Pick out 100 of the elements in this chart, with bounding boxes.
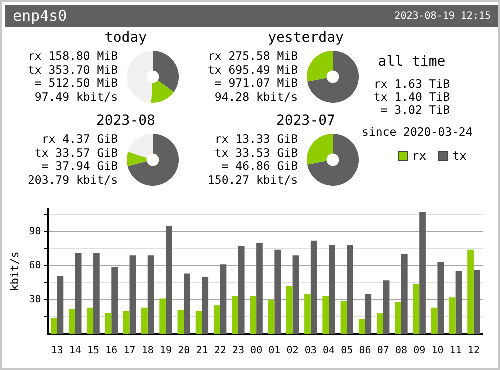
bar [340,301,348,334]
x-tick-label: 14 [69,346,82,357]
y-tick-label: 60 [29,260,42,272]
bar [112,266,118,334]
bar [274,250,282,334]
text: tx 695.49 MiB [206,62,298,77]
x-tick-label: 04 [323,346,336,357]
bar [383,280,390,334]
bar [202,277,209,334]
bar [365,294,372,334]
bar [438,262,444,334]
x-tick-label: 07 [377,346,390,357]
bar [310,240,318,334]
y-tick-label: 90 [29,226,42,238]
bar [395,302,402,334]
text: tx 33.53 GiB [214,146,298,160]
bar [160,298,166,334]
bar [401,254,408,334]
text: = 971.07 MiB [214,76,298,90]
text: enp4s0 [13,7,68,25]
bar [50,318,58,334]
y-tick-label: 30 [29,294,42,306]
x-tick-label: 03 [304,346,317,357]
bar [304,294,311,334]
bar [468,250,474,334]
x-tick-label: 05 [341,346,354,357]
bar [123,311,130,334]
bar [413,284,420,334]
bar [166,226,172,334]
bar [292,256,300,334]
bar [75,253,82,334]
text: 203.79 kbit/s [26,172,118,187]
text: rx 1.63 TiB [374,77,450,91]
x-tick-label: 12 [468,346,480,357]
text: = 46.86 GiB [220,159,298,174]
bar [358,319,366,334]
text: 2023-08-19 12:15 [394,10,491,22]
legend-label: tx [452,149,467,163]
bar [449,298,456,334]
x-tick-label: 06 [359,346,372,357]
bar [184,274,190,334]
x-tick-label: 10 [432,346,444,357]
bar [214,306,220,334]
text: rx 13.33 GiB [214,132,298,146]
x-tick-label: 02 [286,346,299,357]
bar [57,276,64,334]
bar [431,308,438,334]
x-tick-label: 01 [268,346,281,357]
text: = 37.94 GiB [40,159,118,174]
x-tick-label: 19 [160,346,172,357]
x-tick-label: 09 [414,346,426,357]
bar [232,296,238,334]
bar [474,270,480,334]
bar [130,256,136,334]
bar [196,311,202,334]
x-tick-label: 18 [142,346,154,357]
bar [94,253,100,334]
x-tick-label: 11 [450,346,462,357]
text: 150.27 kbit/s [206,172,298,187]
text: tx 353.70 MiB [26,62,118,77]
chart-title: 2023-08 [95,113,156,129]
text: rx 275.58 MiB [206,49,298,64]
x-tick-label: 13 [51,346,64,357]
bar [286,286,293,334]
chart-title: 2023-07 [275,113,336,129]
legend-label: rx [412,149,426,163]
text: rx 4.37 GiB [40,132,118,146]
y-axis-title: kbit/s [8,252,22,292]
bar [142,308,148,334]
text: all time [377,54,447,70]
bar [420,212,426,334]
text: tx 1.40 TiB [374,90,450,104]
text: 97.49 kbit/s [34,90,118,104]
bar [377,314,384,334]
text: since 2020-03-24 [362,125,473,139]
x-tick-label: 23 [232,346,244,357]
bar [87,308,94,334]
text: rx 158.80 MiB [26,49,118,64]
bar [105,314,112,334]
bar [178,310,184,334]
x-tick-label: 20 [178,346,190,357]
text: = 3.02 TiB [380,103,450,117]
x-tick-label: 08 [395,346,408,357]
x-tick-label: 16 [106,346,118,357]
bar [268,300,275,334]
x-tick-label: 00 [250,346,263,357]
bar [238,246,245,334]
bar [148,256,154,334]
x-tick-label: 17 [124,346,136,357]
text: tx 33.57 GiB [34,146,118,160]
chart-title: yesterday [267,30,345,46]
bar [329,245,336,334]
bar [322,296,330,334]
chart-title: today [104,30,148,46]
bar [256,243,263,334]
x-tick-label: 21 [196,346,208,357]
text: 94.28 kbit/s [214,90,298,104]
bar [250,296,257,334]
x-tick-label: 22 [214,346,226,357]
x-tick-label: 15 [88,346,100,357]
